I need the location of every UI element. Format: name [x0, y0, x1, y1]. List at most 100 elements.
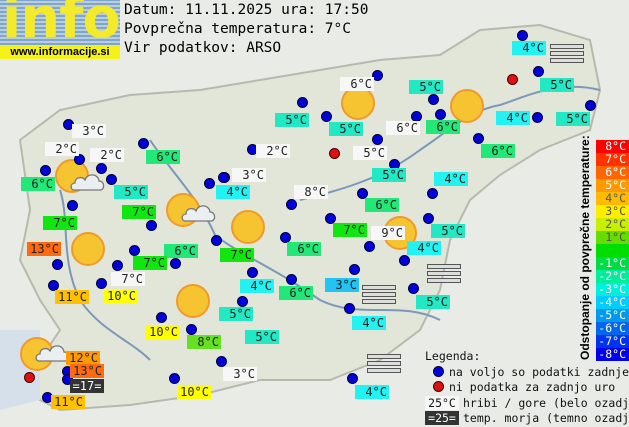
station-no-data-marker[interactable]: [24, 372, 35, 383]
temperature-label: 13°C: [27, 242, 61, 256]
station-marker[interactable]: [344, 303, 355, 314]
station-marker[interactable]: [286, 199, 297, 210]
station-marker[interactable]: [399, 255, 410, 266]
red-dot-icon: [433, 381, 444, 392]
station-marker[interactable]: [40, 165, 51, 176]
temperature-label: 4°C: [407, 241, 441, 255]
station-marker[interactable]: [96, 163, 107, 174]
station-marker[interactable]: [408, 283, 419, 294]
station-marker[interactable]: [52, 259, 63, 270]
station-marker[interactable]: [585, 100, 596, 111]
sun-icon: [341, 86, 375, 120]
temperature-label: 4°C: [496, 111, 530, 125]
temperature-label: 7°C: [111, 272, 145, 286]
station-marker[interactable]: [186, 324, 197, 335]
station-marker[interactable]: [321, 111, 332, 122]
temperature-label: 5°C: [353, 146, 387, 160]
scale-row: -1°C: [596, 257, 629, 270]
station-marker[interactable]: [247, 267, 258, 278]
station-marker[interactable]: [372, 134, 383, 145]
station-marker[interactable]: [533, 66, 544, 77]
station-no-data-marker[interactable]: [507, 74, 518, 85]
temperature-label: 7°C: [133, 256, 167, 270]
scale-row: [596, 244, 629, 257]
scale-row: 2°C: [596, 218, 629, 231]
station-marker[interactable]: [106, 174, 117, 185]
temperature-label: 6°C: [365, 198, 399, 212]
temperature-label: 13°C: [70, 364, 104, 378]
station-marker[interactable]: [297, 97, 308, 108]
scale-row: -7°C: [596, 335, 629, 348]
station-marker[interactable]: [204, 178, 215, 189]
station-marker[interactable]: [325, 213, 336, 224]
scale-row: 4°C: [596, 192, 629, 205]
station-marker[interactable]: [237, 296, 248, 307]
station-marker[interactable]: [156, 312, 167, 323]
station-marker[interactable]: [423, 213, 434, 224]
station-marker[interactable]: [129, 245, 140, 256]
scale-row: 8°C: [596, 140, 629, 153]
temperature-deviation-scale: 8°C 7°C 6°C 5°C 4°C 3°C 2°C 1°C -1°C -2°C -3°C -4°C…: [596, 140, 629, 361]
station-marker[interactable]: [112, 260, 123, 271]
temperature-label: 5°C: [114, 185, 148, 199]
station-marker[interactable]: [364, 241, 375, 252]
temperature-label: 3°C: [72, 124, 106, 138]
station-marker[interactable]: [532, 112, 543, 123]
fog-icon: [362, 285, 396, 305]
temperature-label: 7°C: [333, 223, 367, 237]
scale-row: 5°C: [596, 179, 629, 192]
logo-text: info: [2, 0, 120, 45]
station-marker[interactable]: [170, 258, 181, 269]
station-marker[interactable]: [347, 373, 358, 384]
scale-row: -4°C: [596, 296, 629, 309]
station-marker[interactable]: [428, 94, 439, 105]
station-marker[interactable]: [169, 373, 180, 384]
station-marker[interactable]: [218, 172, 229, 183]
legend: Legenda: na voljo so podatki zadnje ure …: [425, 349, 629, 427]
logo[interactable]: info: [0, 0, 120, 45]
temperature-label: 5°C: [275, 113, 309, 127]
temperature-label: 5°C: [556, 112, 590, 126]
station-marker[interactable]: [280, 232, 291, 243]
station-marker[interactable]: [48, 280, 59, 291]
temperature-label: 12°C: [66, 351, 100, 365]
temperature-label: 3°C: [325, 278, 359, 292]
legend-hill-sample: 25°C: [425, 395, 459, 410]
station-marker[interactable]: [517, 30, 528, 41]
temperature-label: 3°C: [223, 367, 257, 381]
station-marker[interactable]: [357, 188, 368, 199]
station-marker[interactable]: [427, 188, 438, 199]
cloud-icon: [181, 203, 216, 222]
station-no-data-marker[interactable]: [329, 148, 340, 159]
average-temperature: Povprečna temperatura: 7°C: [124, 21, 351, 37]
temperature-label: 6°C: [21, 177, 55, 191]
temperature-label: 8°C: [187, 335, 221, 349]
station-marker[interactable]: [473, 133, 484, 144]
temperature-label: 10°C: [104, 289, 138, 303]
station-marker[interactable]: [435, 109, 446, 120]
temperature-label: 5°C: [329, 122, 363, 136]
station-marker[interactable]: [96, 278, 107, 289]
scale-row: -8°C: [596, 348, 629, 361]
scale-row: 7°C: [596, 153, 629, 166]
temperature-label: 5°C: [416, 295, 450, 309]
station-marker[interactable]: [349, 264, 360, 275]
temperature-label: 10°C: [146, 325, 180, 339]
temperature-label: 5°C: [540, 78, 574, 92]
station-marker[interactable]: [138, 138, 149, 149]
station-marker[interactable]: [67, 200, 78, 211]
station-marker[interactable]: [211, 235, 222, 246]
temperature-label: 6°C: [146, 150, 180, 164]
scale-title: Odstopanje od povprečne temperature:: [578, 135, 592, 360]
temperature-label: 7°C: [43, 216, 77, 230]
station-marker[interactable]: [146, 220, 157, 231]
temperature-label: 9°C: [371, 226, 405, 240]
scale-row: -3°C: [596, 283, 629, 296]
temperature-label: 4°C: [240, 279, 274, 293]
site-url-link[interactable]: www.informacije.si: [0, 45, 120, 59]
station-marker[interactable]: [74, 154, 85, 165]
station-marker[interactable]: [286, 274, 297, 285]
station-marker[interactable]: [372, 70, 383, 81]
station-marker[interactable]: [216, 356, 227, 367]
fog-icon: [550, 44, 584, 64]
